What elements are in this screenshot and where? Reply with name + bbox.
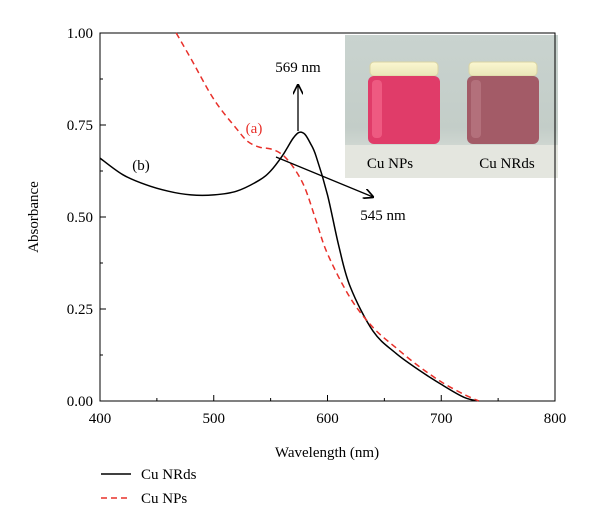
series-line-cu-nps — [175, 32, 480, 402]
annotation-569-label: 569 nm — [275, 60, 321, 76]
legend-item-cu-nps: Cu NPs — [101, 491, 187, 507]
legend-item-cu-nrds: Cu NRds — [101, 467, 197, 483]
y-tick-label: 0.00 — [67, 394, 93, 410]
x-tick-label: 600 — [316, 411, 339, 427]
x-tick-label: 400 — [89, 411, 112, 427]
x-tick-label: 500 — [203, 411, 226, 427]
y-axis-label: Absorbance — [26, 181, 42, 253]
vial-cu-nrds — [467, 61, 539, 144]
inset-label-cu-nps: Cu NPs — [367, 156, 413, 172]
legend-label-cu-nrds: Cu NRds — [141, 467, 197, 483]
legend: Cu NRds Cu NPs — [101, 467, 197, 507]
y-tick-label: 0.25 — [67, 302, 93, 318]
series-line-cu-nrds — [99, 131, 479, 402]
annotation-545-label: 545 nm — [360, 208, 406, 224]
x-tick-label: 800 — [544, 411, 567, 427]
y-axis: 0.00 0.25 0.50 0.75 1.00 — [67, 26, 106, 410]
y-tick-label: 0.50 — [67, 210, 93, 226]
annotation-569: 569 nm — [275, 60, 321, 131]
annotation-545-arrow — [275, 156, 373, 197]
y-tick-label: 1.00 — [67, 26, 93, 42]
inset-photo: Cu NPs Cu NRds — [345, 35, 558, 178]
series-tag-b: (b) — [132, 158, 150, 174]
inset-label-cu-nrds: Cu NRds — [479, 156, 535, 172]
legend-label-cu-nps: Cu NPs — [141, 491, 187, 507]
series-group — [99, 32, 480, 402]
x-tick-label: 700 — [430, 411, 453, 427]
annotation-545: 545 nm — [275, 156, 406, 224]
series-tag-a: (a) — [246, 121, 263, 137]
x-axis: 400 500 600 700 800 — [89, 395, 567, 427]
x-axis-label: Wavelength (nm) — [275, 445, 379, 461]
vial-cu-nps — [368, 61, 440, 144]
y-tick-label: 0.75 — [67, 118, 93, 134]
